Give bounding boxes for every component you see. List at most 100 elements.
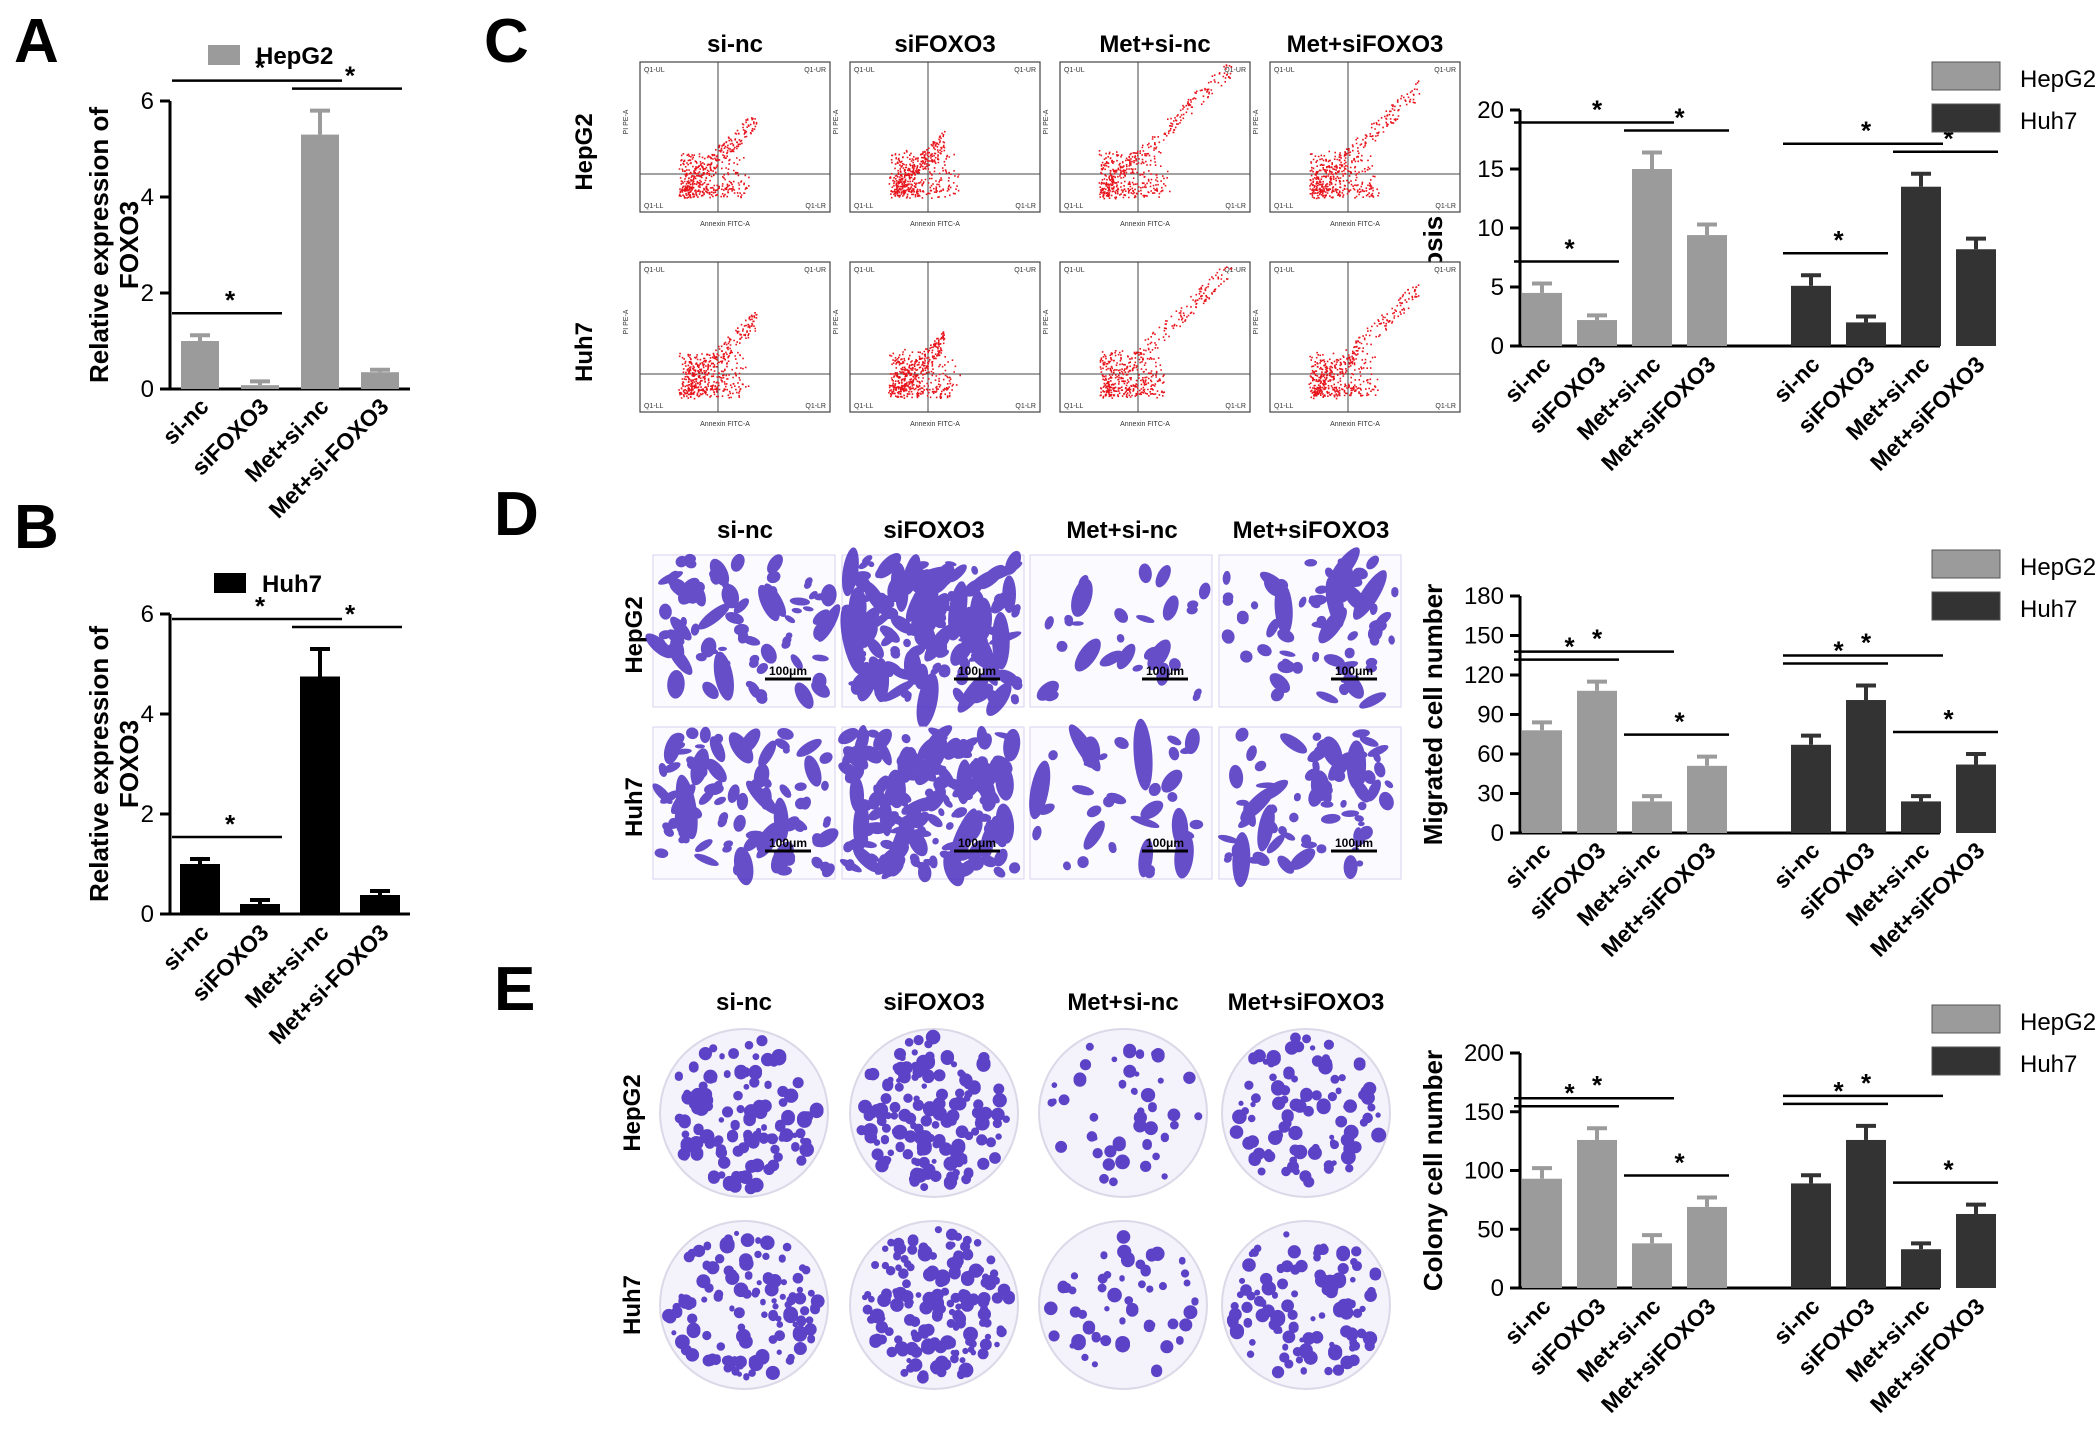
bar (1846, 322, 1886, 346)
significance-star: * (225, 809, 236, 839)
colonies (662, 1230, 825, 1381)
stained-cells (1217, 727, 1394, 888)
flow-x-label: Annexin FITC-A (700, 421, 750, 428)
y-tick-label: 20 (1477, 97, 1504, 124)
y-axis-label: Colony cell number (1418, 1050, 1448, 1291)
bar (1956, 249, 1996, 346)
significance-star: * (255, 591, 266, 621)
significance-star: * (1833, 225, 1844, 255)
y-tick-label: 0 (141, 901, 154, 928)
flow-events (1309, 80, 1421, 200)
scale-bar-label: 100μm (769, 664, 807, 678)
colonies (862, 1226, 1015, 1384)
y-tick-label: 0 (1491, 820, 1504, 847)
transwell-image: 100μm (1217, 726, 1402, 888)
column-header: siFOXO3 (883, 517, 984, 544)
bar (1687, 235, 1727, 346)
bar (1901, 801, 1941, 833)
quadrant-label: Q1-LL (1274, 403, 1294, 410)
quadrant-label: Q1-UL (644, 267, 665, 274)
stained-cells (1036, 563, 1211, 702)
row-header: HepG2 (571, 113, 598, 190)
row-header: HepG2 (621, 596, 648, 673)
legend-label: Huh7 (262, 571, 322, 598)
bar (1791, 285, 1831, 346)
quadrant-label: Q1-UR (804, 267, 826, 274)
flow-plot: Q1-UL Q1-UR Q1-LL Q1-LR Annexin FITC-A PI PE-… (1043, 61, 1251, 228)
bar (1846, 700, 1886, 833)
significance-star: * (345, 61, 356, 91)
quadrant-label: Q1-LR (1225, 203, 1246, 210)
row-header: HepG2 (619, 1074, 646, 1151)
flow-y-label: PI PE-A (623, 109, 630, 134)
y-tick-label: 150 (1464, 623, 1504, 650)
bar (1577, 320, 1617, 346)
legend-swatch (214, 573, 246, 593)
bar (1577, 1139, 1617, 1288)
quadrant-label: Q1-UL (854, 267, 875, 274)
y-axis-label: Relative expression ofFOXO3 (84, 107, 144, 383)
flow-frame (1269, 61, 1461, 213)
bar (1522, 730, 1562, 833)
colony-dish (659, 1028, 829, 1198)
quadrant-label: Q1-UL (854, 67, 875, 74)
flow-x-label: Annexin FITC-A (1120, 221, 1170, 228)
flow-frame (639, 261, 831, 413)
y-tick-label: 0 (141, 376, 154, 403)
flow-events (678, 312, 758, 400)
panel-label-b: B (14, 493, 59, 562)
dish-outline (1038, 1028, 1208, 1198)
bar (301, 134, 339, 389)
colony-dish (1221, 1220, 1391, 1390)
bar (1956, 764, 1996, 833)
significance-star: * (1592, 1070, 1603, 1100)
quadrant-label: Q1-LR (805, 203, 826, 210)
significance-star: * (1564, 632, 1575, 662)
quadrant-label: Q1-LL (644, 403, 664, 410)
significance-star: * (345, 599, 356, 629)
legend-label: HepG2 (2020, 1009, 2096, 1036)
bar (1846, 1139, 1886, 1288)
legend-swatch (208, 45, 240, 65)
significance-star: * (1564, 1078, 1575, 1108)
quadrant-label: Q1-LL (1064, 203, 1084, 210)
significance-star: * (1861, 1068, 1872, 1098)
bar (240, 904, 280, 914)
quadrant-label: Q1-UL (1064, 67, 1085, 74)
stained-cells (652, 726, 839, 886)
y-axis-label: Migrated cell number (1418, 584, 1448, 846)
flow-y-label: PI PE-A (1253, 109, 1260, 134)
y-tick-label: 6 (141, 88, 154, 115)
colonies (856, 1029, 1010, 1192)
legend-label: HepG2 (2020, 66, 2096, 93)
row-header: Huh7 (571, 322, 598, 382)
quadrant-label: Q1-UL (644, 67, 665, 74)
column-header: Met+si-nc (1066, 517, 1177, 544)
significance-star: * (255, 53, 266, 83)
y-tick-label: 4 (141, 184, 154, 211)
bar (1791, 1183, 1831, 1288)
flow-frame (1059, 261, 1251, 413)
bar (1956, 1213, 1996, 1288)
bar (300, 676, 340, 914)
scale-bar-label: 100μm (958, 836, 996, 850)
dish-outline (659, 1220, 829, 1390)
column-header: si-nc (707, 31, 763, 58)
significance-star: * (1674, 1148, 1685, 1178)
scale-bar-label: 100μm (1335, 664, 1373, 678)
legend-swatch (1931, 61, 2001, 91)
quadrant-label: Q1-UR (1434, 67, 1456, 74)
transwell-image: 100μm (652, 726, 839, 886)
flow-y-label: PI PE-A (1043, 109, 1050, 134)
quadrant-label: Q1-LL (1274, 203, 1294, 210)
column-header: si-nc (717, 517, 773, 544)
legend-label: Huh7 (2020, 596, 2077, 623)
flow-events (678, 117, 758, 199)
y-tick-label: 0 (1491, 1275, 1504, 1302)
flow-x-label: Annexin FITC-A (1330, 221, 1380, 228)
panel-label-c: C (484, 7, 529, 76)
panel-label-d: D (494, 480, 539, 549)
flow-frame (849, 261, 1041, 413)
